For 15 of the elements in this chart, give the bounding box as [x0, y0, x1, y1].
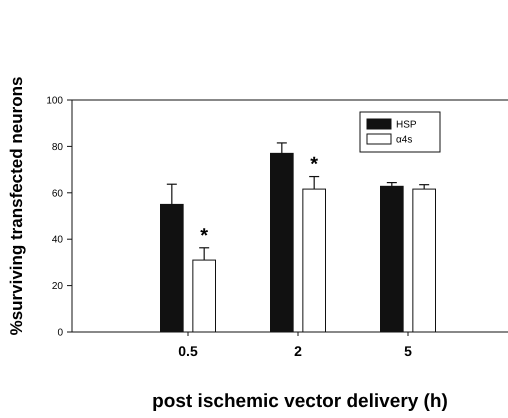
legend-label: α4s	[396, 134, 412, 146]
annotation: *	[310, 154, 318, 176]
y-tick-label: 60	[52, 188, 64, 200]
x-tick-label: 0.5	[178, 343, 198, 359]
y-tick-label: 40	[52, 234, 64, 246]
x-axis-title: post ischemic vector delivery (h)	[152, 391, 448, 412]
y-tick-label: 80	[52, 142, 64, 153]
x-tick-label: 2	[294, 343, 302, 359]
y-tick-label: 0	[57, 328, 64, 338]
annotation: *	[200, 224, 208, 247]
y-tick-label: 100	[46, 96, 64, 106]
y-axis-title: %surviving transfected neurons	[7, 76, 26, 336]
legend-label: HSP	[396, 120, 417, 130]
x-tick-label: 5	[404, 343, 412, 359]
y-tick-label: 20	[52, 281, 64, 292]
